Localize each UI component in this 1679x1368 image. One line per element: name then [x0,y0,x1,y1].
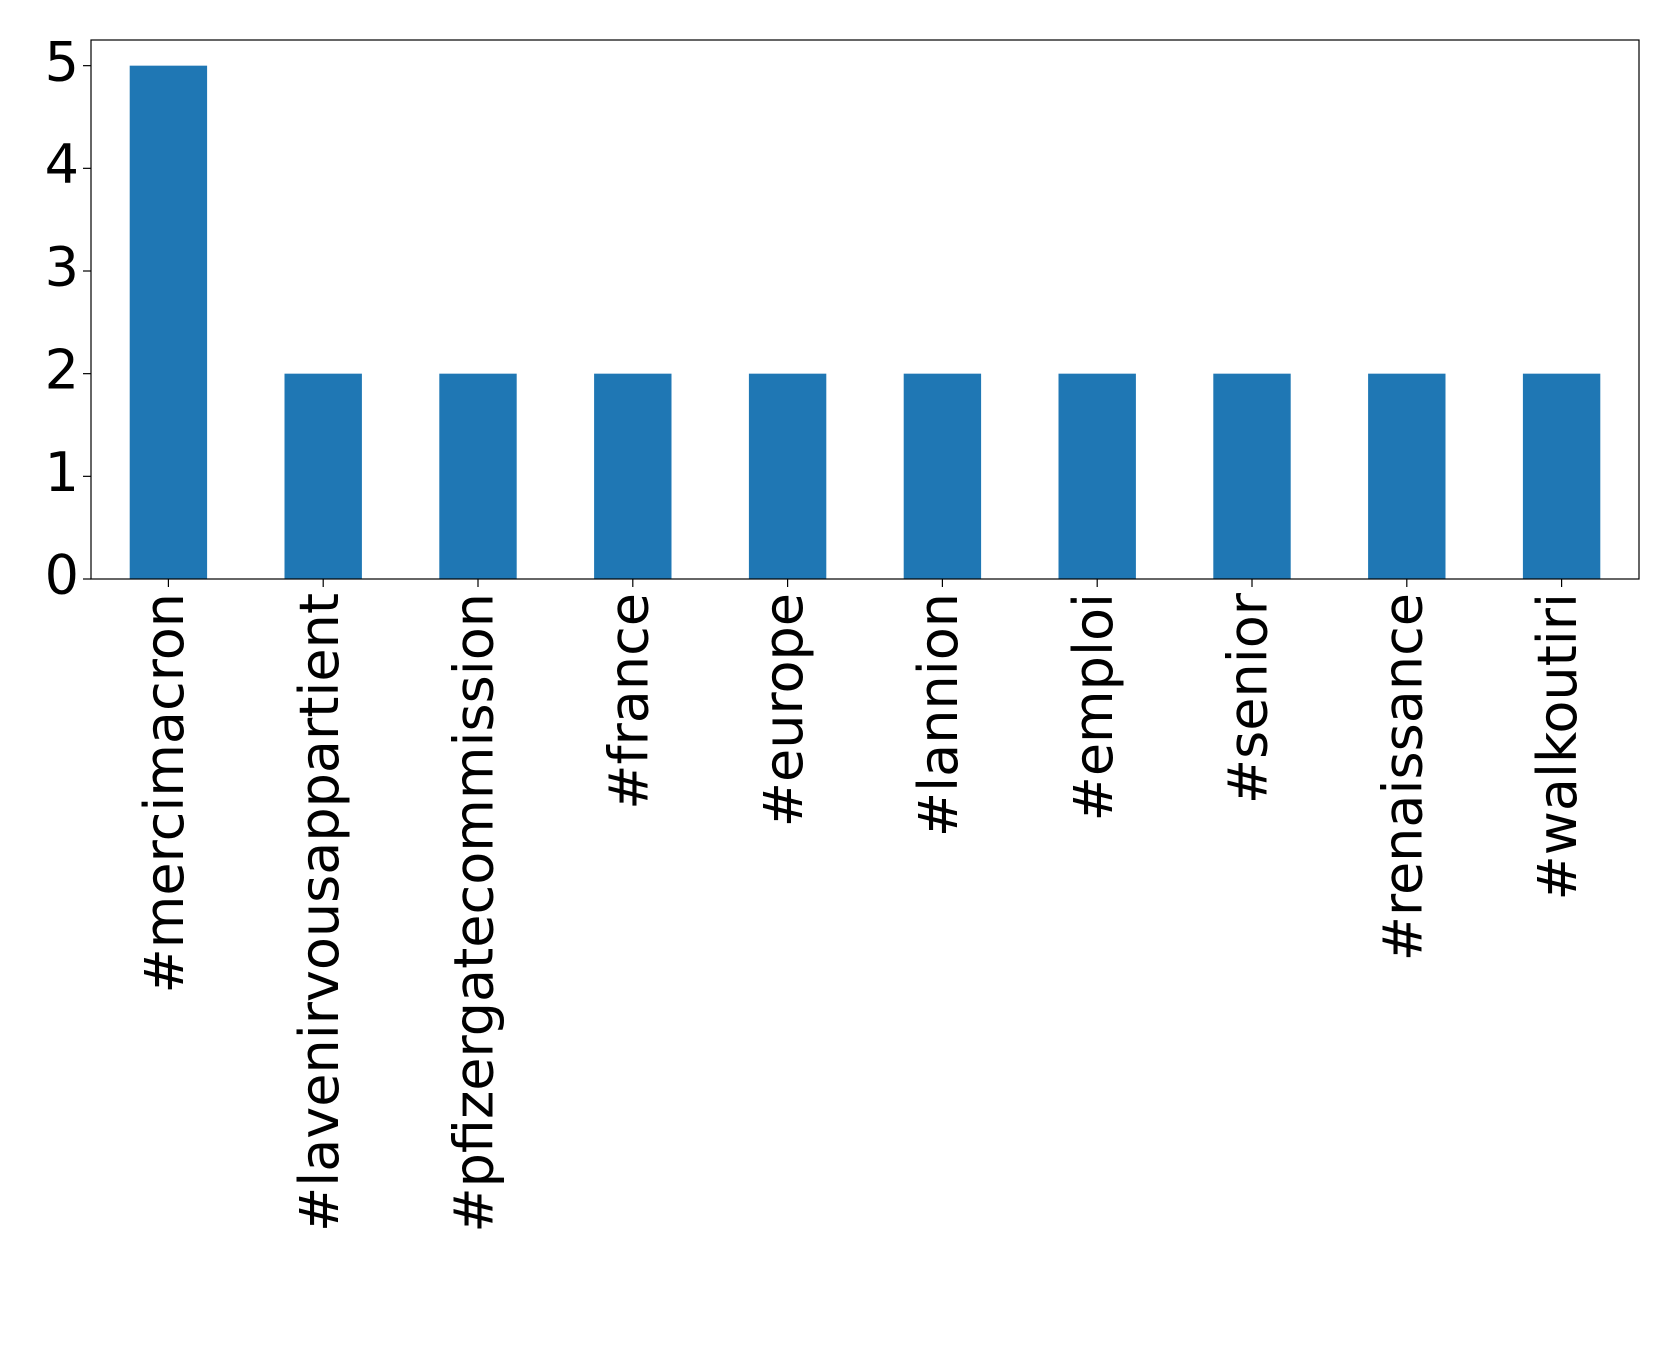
bar [1368,373,1446,579]
plot-frame [90,39,1640,580]
bar [594,373,672,579]
y-tick-label: 3 [45,236,79,299]
x-tick-label: #mercimacron [133,593,196,993]
bar [1058,373,1136,579]
x-tick-label: #senior [1217,592,1280,804]
bar [903,373,982,579]
x-tick-label: #lannion [907,593,970,837]
x-tick-label: #europe [752,593,815,827]
bar [748,373,827,579]
y-tick-label: 0 [45,544,79,607]
y-tick-label: 1 [45,441,79,504]
x-tick-label: #pfizergatecommission [443,593,506,1233]
x-tick-label: #lavenirvousappartient [288,593,351,1232]
x-tick-label: #emploi [1062,593,1125,821]
x-tick-label: #france [597,593,660,810]
bar [284,373,362,579]
bar [129,65,208,579]
bar [439,373,517,579]
y-tick-label: 5 [45,30,79,93]
x-tick-label: #renaissance [1371,593,1434,961]
bar [1213,373,1291,579]
y-tick-label: 4 [45,133,79,196]
x-tick-label: #walkoutiri [1526,593,1589,901]
y-tick-label: 2 [45,338,79,401]
bar [1522,373,1601,579]
